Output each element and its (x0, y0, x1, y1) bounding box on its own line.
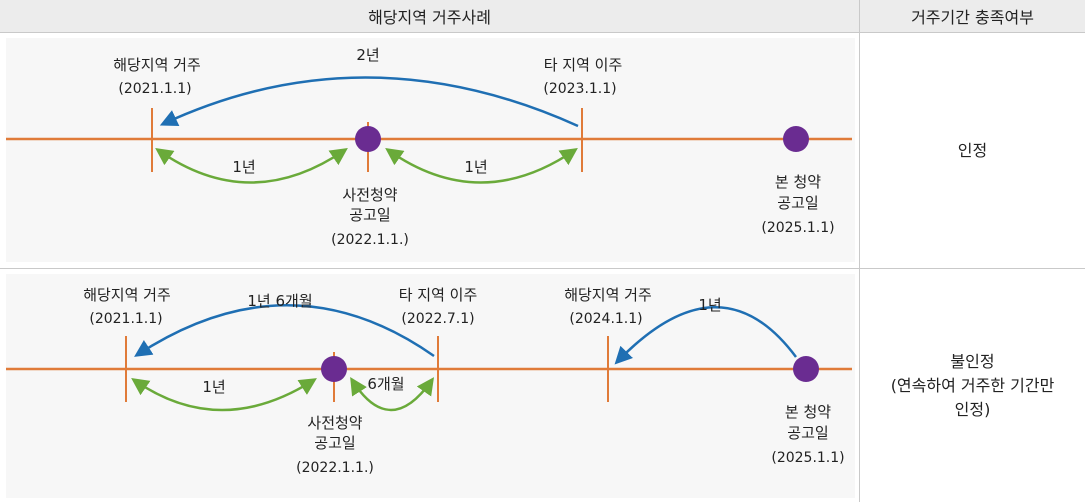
case1-pre-line1: 사전청약 (342, 186, 397, 204)
header-divider (0, 32, 1085, 33)
case2-result: 불인정 (연속하여 거주한 기간만 인정) (860, 269, 1085, 502)
case2-back-date: (2024.1.1) (569, 311, 642, 327)
case2-arrow-total (134, 304, 435, 358)
case2-span-back: 1년 (698, 296, 721, 314)
case2-dot-main (793, 356, 819, 382)
case1-pre-line2: 공고일 (349, 206, 390, 224)
case2-pre-line2: 공고일 (314, 434, 355, 452)
case2-result-line2: (연속하여 거주한 기간만 (890, 375, 1055, 395)
case1-main-line1: 본 청약 (775, 173, 821, 191)
column-divider (859, 32, 860, 502)
row-divider (0, 268, 1085, 269)
case2-move-title: 타 지역 이주 (399, 286, 478, 304)
case1-result-text: 인정 (957, 140, 988, 160)
case1-move-date: (2023.1.1) (543, 81, 616, 97)
case1-dot-main (783, 126, 809, 152)
case2-span-top: 1년 6개월 (247, 292, 312, 310)
case1-move-title: 타 지역 이주 (544, 56, 623, 74)
case2-pre-line1: 사전청약 (307, 414, 362, 432)
case2-reside-title: 해당지역 거주 (83, 286, 171, 304)
case2-dot-pre (321, 356, 347, 382)
case2-arrow-left (131, 377, 317, 412)
header-case-column: 해당지역 거주사례 (0, 0, 860, 32)
case2-result-line1: 불인정 (950, 351, 995, 371)
header-result-column: 거주기간 충족여부 (860, 0, 1085, 32)
case2-span-left: 1년 (202, 378, 225, 396)
case1-diagram: 해당지역 거주 (2021.1.1) 타 지역 이주 (2023.1.1) 2년… (6, 46, 852, 248)
case1-arrow-left (155, 147, 348, 184)
case2-pre-date: (2022.1.1.) (296, 460, 374, 476)
case1-arrow-total (159, 76, 579, 128)
case1-span-left: 1년 (232, 158, 255, 176)
case2-arrow-back (614, 306, 798, 365)
case2-move-date: (2022.7.1) (401, 311, 474, 327)
case1-main-date: (2025.1.1) (761, 220, 834, 236)
case2-back-title: 해당지역 거주 (564, 286, 652, 304)
case1-reside-date: (2021.1.1) (118, 81, 191, 97)
case1-result: 인정 (860, 33, 1085, 268)
case2-main-date: (2025.1.1) (771, 450, 844, 466)
case1-main-line2: 공고일 (777, 194, 818, 212)
case2-diagram: 해당지역 거주 (2021.1.1) 타 지역 이주 (2022.7.1) 해당… (6, 286, 852, 476)
case1-reside-title: 해당지역 거주 (113, 56, 201, 74)
timeline-diagrams: 해당지역 거주 (2021.1.1) 타 지역 이주 (2023.1.1) 2년… (6, 46, 852, 476)
case1-pre-date: (2022.1.1.) (331, 232, 409, 248)
case1-dot-pre (355, 126, 381, 152)
case2-main-line2: 공고일 (787, 424, 828, 442)
case1-arrow-right (385, 147, 578, 184)
case2-main-line1: 본 청약 (785, 403, 831, 421)
case2-result-line3: 인정) (954, 399, 991, 419)
case2-arrow-right (350, 377, 435, 412)
case2-reside-date: (2021.1.1) (89, 311, 162, 327)
case2-span-right: 6개월 (367, 375, 404, 393)
case1-span-right: 1년 (464, 158, 487, 176)
case1-span-top: 2년 (356, 46, 379, 64)
